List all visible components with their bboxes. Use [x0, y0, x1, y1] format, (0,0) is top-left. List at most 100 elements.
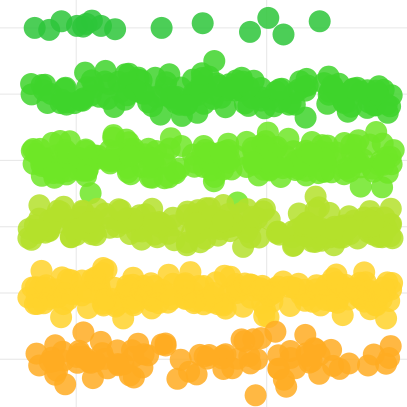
data-points	[17, 6, 405, 407]
data-point-series4-151	[93, 288, 116, 311]
data-point-series2-198	[209, 141, 232, 164]
data-point-series5-87	[379, 335, 402, 358]
data-point-series2-175	[116, 161, 139, 184]
data-point-series3-197	[110, 199, 132, 222]
data-point-series2-111	[159, 127, 182, 150]
data-point-series1-133	[289, 70, 312, 93]
data-point-series5-71	[238, 345, 261, 368]
data-point-series0-12	[257, 6, 280, 29]
data-point-series2-197	[75, 164, 98, 187]
data-point-series3-114	[239, 226, 262, 249]
data-point-series1-128	[214, 96, 237, 119]
data-point-series4-143	[253, 305, 276, 327]
data-point-series2-19	[349, 175, 372, 198]
data-point-series5-86	[338, 352, 361, 375]
data-point-series3-191	[130, 228, 153, 251]
data-point-series3-196	[303, 215, 326, 238]
data-point-series5-85	[242, 328, 265, 351]
data-point-series4-177	[134, 285, 157, 308]
data-point-series2-194	[235, 130, 258, 153]
data-point-series0-11	[239, 20, 261, 43]
data-point-series4-179	[112, 307, 135, 330]
data-point-series4-186	[159, 283, 182, 306]
data-point-series4-127	[213, 264, 236, 287]
data-point-series1-113	[365, 79, 388, 102]
data-point-series2-184	[153, 167, 176, 190]
data-point-series2-122	[371, 176, 394, 199]
data-point-series2-151	[74, 138, 97, 161]
data-point-series3-195	[379, 225, 402, 248]
data-point-series5-83	[79, 351, 102, 374]
data-point-series3-174	[184, 212, 207, 235]
data-point-series2-172	[142, 147, 165, 170]
data-point-series0-9	[150, 16, 173, 39]
data-point-series3-187	[211, 210, 234, 233]
data-point-series2-145	[102, 124, 125, 147]
data-point-series4-182	[262, 282, 285, 305]
data-point-series5-84	[28, 354, 51, 377]
data-point-series1-137	[175, 94, 198, 117]
data-point-series3-156	[162, 206, 184, 229]
data-point-series3-181	[337, 217, 360, 240]
data-point-series2-158	[183, 155, 206, 178]
data-point-series3-178	[26, 219, 49, 241]
data-point-series2-196	[119, 145, 142, 167]
data-point-series5-82	[362, 343, 385, 366]
data-point-series1-144	[69, 89, 92, 112]
data-point-series4-184	[342, 277, 365, 300]
data-point-series2-192	[372, 153, 395, 176]
data-point-series4-162	[359, 279, 381, 302]
data-point-series2-170	[41, 131, 64, 154]
data-point-series1-131	[321, 74, 344, 97]
data-point-series5-76	[89, 330, 112, 353]
data-point-series3-172	[141, 197, 164, 220]
data-point-series5-78	[107, 354, 130, 377]
data-point-series1-125	[114, 63, 137, 86]
data-point-series4-188	[287, 272, 310, 295]
data-point-series4-185	[83, 268, 106, 291]
data-point-series4-189	[29, 276, 52, 299]
data-point-series1-95	[191, 67, 214, 89]
data-point-series1-142	[253, 97, 276, 120]
data-point-series5-74	[196, 347, 219, 370]
data-point-series5-79	[169, 348, 192, 371]
data-point-series2-190	[30, 147, 53, 170]
data-point-series5-81	[296, 344, 319, 367]
data-point-series5-53	[320, 338, 343, 361]
data-point-series1-141	[32, 79, 55, 102]
data-point-series1-140	[231, 70, 254, 93]
data-point-series1-135	[376, 101, 399, 124]
data-point-series4-187	[305, 274, 328, 297]
data-point-series3-189	[77, 211, 100, 234]
data-point-series5-89	[267, 357, 290, 380]
data-point-series2-191	[241, 151, 264, 174]
data-point-series4-130	[157, 263, 180, 286]
data-point-series3-193	[242, 205, 265, 228]
data-point-series1-148	[237, 94, 260, 117]
data-point-series3-190	[322, 218, 345, 241]
data-point-series1-35	[203, 50, 226, 72]
data-point-series4-176	[174, 272, 197, 295]
data-point-series0-13	[272, 23, 295, 46]
data-point-series5-50	[185, 363, 208, 386]
data-point-series2-187	[42, 162, 65, 185]
data-point-series4-114	[50, 306, 73, 329]
data-point-series5-31	[72, 321, 95, 344]
data-point-series1-147	[114, 88, 136, 111]
data-point-series5-88	[221, 357, 244, 380]
data-point-series2-199	[349, 156, 372, 179]
data-point-series2-150	[347, 129, 370, 152]
data-point-series1-143	[268, 78, 291, 101]
data-point-series3-180	[46, 199, 69, 222]
data-point-series5-65	[244, 384, 267, 407]
data-point-series4-173	[116, 274, 139, 297]
data-point-series3-173	[212, 194, 235, 216]
data-point-series2-195	[277, 127, 300, 150]
data-point-series4-129	[77, 297, 99, 320]
data-point-series3-199	[258, 208, 281, 231]
data-point-series0-14	[308, 10, 331, 33]
data-point-series5-68	[150, 333, 173, 356]
data-point-series0-10	[191, 12, 214, 35]
